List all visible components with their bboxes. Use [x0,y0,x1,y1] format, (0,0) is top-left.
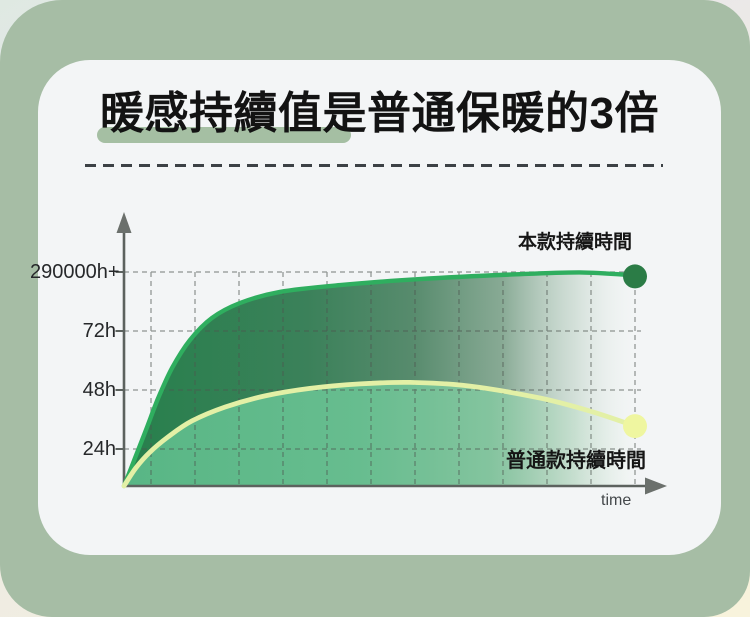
series-area-1 [124,382,635,486]
series-areas [124,272,635,486]
series-endpoint-dot-1 [623,414,647,439]
series-line-0 [121,270,638,489]
series-line-1 [121,379,638,489]
y-axis-arrow-icon [116,212,132,233]
title-block: 暖感持續值是普通保暖的3倍 [38,88,721,143]
series-endpoint-dot-0 [623,264,647,289]
x-axis-label: time [601,492,632,509]
series-label-premium: 本款持續時間 [517,232,632,253]
x-axis-arrow-icon [645,477,667,495]
dashed-divider [85,164,663,167]
title-highlight [97,127,351,143]
y-tick-label-24h: 24h [82,438,116,460]
series-label-ordinary: 普通款持續時間 [506,450,646,472]
page-title: 暖感持續值是普通保暖的3倍 [100,89,659,138]
y-tick-label-48h: 48h [82,379,116,401]
axes [115,226,650,488]
y-tick-label-72h: 72h [82,320,116,342]
y-tick-label-290000h: 290000h+ [30,261,120,283]
